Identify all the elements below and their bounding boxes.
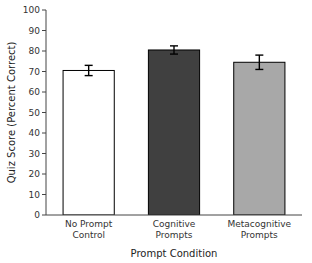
- y-tick: [42, 30, 46, 31]
- y-tick-label: 20: [29, 169, 41, 179]
- error-stem: [259, 55, 260, 69]
- y-tick-label: 60: [29, 87, 41, 97]
- y-tick-label: 0: [34, 210, 40, 220]
- y-tick-label: 40: [29, 128, 41, 138]
- error-cap: [255, 54, 263, 55]
- x-tick-label-line: No Prompt: [65, 219, 113, 229]
- y-tick: [42, 133, 46, 134]
- y-tick-label: 10: [29, 190, 41, 200]
- y-tick: [42, 194, 46, 195]
- y-tick-label: 50: [29, 108, 41, 118]
- x-axis-line: [46, 215, 302, 216]
- y-tick: [42, 112, 46, 113]
- y-tick: [42, 153, 46, 154]
- chart: 0102030405060708090100No PromptControlCo…: [0, 0, 312, 263]
- x-tick-label-line: Prompts: [241, 230, 278, 240]
- y-tick: [42, 71, 46, 72]
- error-cap: [255, 69, 263, 70]
- error-stem: [88, 65, 89, 75]
- x-tick-label-line: Control: [72, 230, 105, 240]
- y-axis: 0 10 20 30 40 50 60 70 80 90 100: [23, 5, 46, 220]
- error-cap: [85, 75, 93, 76]
- x-tick-label-line: Cognitive: [153, 219, 196, 229]
- error-bar: [85, 65, 93, 75]
- bars: [63, 46, 285, 215]
- bar: [148, 50, 199, 215]
- y-tick-label: 90: [29, 26, 41, 36]
- x-tick-label-line: Metacognitive: [228, 219, 292, 229]
- y-tick: [42, 215, 46, 216]
- y-tick: [42, 51, 46, 52]
- y-axis-line: [46, 10, 47, 215]
- y-tick-label: 30: [29, 149, 41, 159]
- y-tick-label: 70: [29, 67, 41, 77]
- y-tick-label: 100: [23, 5, 40, 15]
- error-cap: [170, 53, 178, 54]
- x-tick-label: MetacognitivePrompts: [228, 219, 292, 240]
- x-axis: No PromptControlCognitivePromptsMetacogn…: [65, 219, 292, 240]
- x-tick-label: No PromptControl: [65, 219, 113, 240]
- y-tick: [42, 92, 46, 93]
- y-axis-label: Quiz Score (Percent Correct): [6, 42, 17, 184]
- y-tick: [42, 174, 46, 175]
- x-tick-label-line: Prompts: [156, 230, 193, 240]
- bar: [234, 62, 285, 215]
- x-tick-label: CognitivePrompts: [153, 219, 196, 240]
- error-bar: [255, 55, 263, 69]
- x-axis-label: Prompt Condition: [131, 248, 218, 259]
- error-cap: [85, 65, 93, 66]
- bar: [63, 70, 114, 215]
- y-tick: [42, 10, 46, 11]
- chart-container: 0102030405060708090100No PromptControlCo…: [0, 0, 312, 263]
- error-bar: [170, 46, 178, 54]
- error-cap: [170, 45, 178, 46]
- error-stem: [173, 46, 174, 54]
- y-tick-label: 80: [29, 46, 41, 56]
